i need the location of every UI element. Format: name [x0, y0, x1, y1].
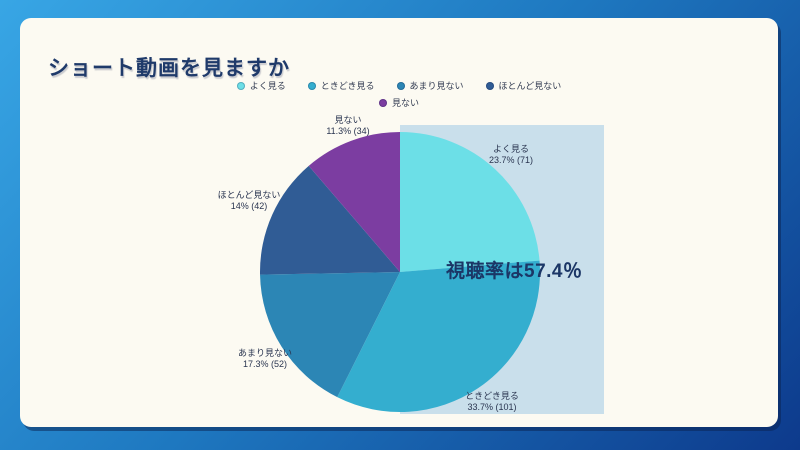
legend-item-4[interactable]: 見ない	[378, 96, 419, 109]
slice-label-4: 見ない 11.3% (34)	[326, 115, 369, 136]
legend-dot-icon	[396, 81, 405, 90]
legend-label: よく見る	[249, 81, 286, 91]
legend-row-2: 見ない	[378, 96, 419, 109]
legend-label: ときどき見る	[320, 81, 375, 91]
pie-slice-0[interactable]	[400, 132, 540, 272]
legend-item-0[interactable]: よく見る	[236, 79, 286, 92]
slice-label-0: よく見る 23.7% (71)	[489, 144, 533, 165]
pie-slice-4[interactable]	[308, 132, 400, 272]
legend-dot-icon	[236, 81, 245, 90]
pie-slice-2[interactable]	[260, 272, 400, 398]
legend-dot-icon	[307, 81, 316, 90]
legend-label: 見ない	[391, 98, 419, 108]
page-title: ショート動画を見ますか	[48, 57, 290, 81]
legend-dot-icon	[485, 81, 494, 90]
legend-item-1[interactable]: ときどき見る	[307, 79, 375, 92]
chart-legend: よく見る ときどき見る あまり見ない ほとんど見ない 見ない	[20, 79, 778, 109]
pie-slice-1[interactable]	[337, 260, 540, 412]
slice-label-1: ときどき見る 33.7% (101)	[465, 391, 519, 412]
slice-label-3: ほとんど見ない 14% (42)	[218, 190, 281, 211]
legend-row-1: よく見る ときどき見る あまり見ない ほとんど見ない	[236, 79, 562, 92]
viewing-rate-annotation: 視聴率は57.4％	[446, 261, 583, 282]
legend-item-2[interactable]: あまり見ない	[396, 79, 464, 92]
legend-dot-icon	[378, 98, 387, 107]
pie-slice-3[interactable]	[259, 165, 400, 275]
slice-label-2: あまり見ない 17.3% (52)	[238, 348, 292, 369]
legend-label: あまり見ない	[409, 81, 464, 91]
legend-label: ほとんど見ない	[498, 81, 562, 91]
legend-item-3[interactable]: ほとんど見ない	[485, 79, 562, 92]
